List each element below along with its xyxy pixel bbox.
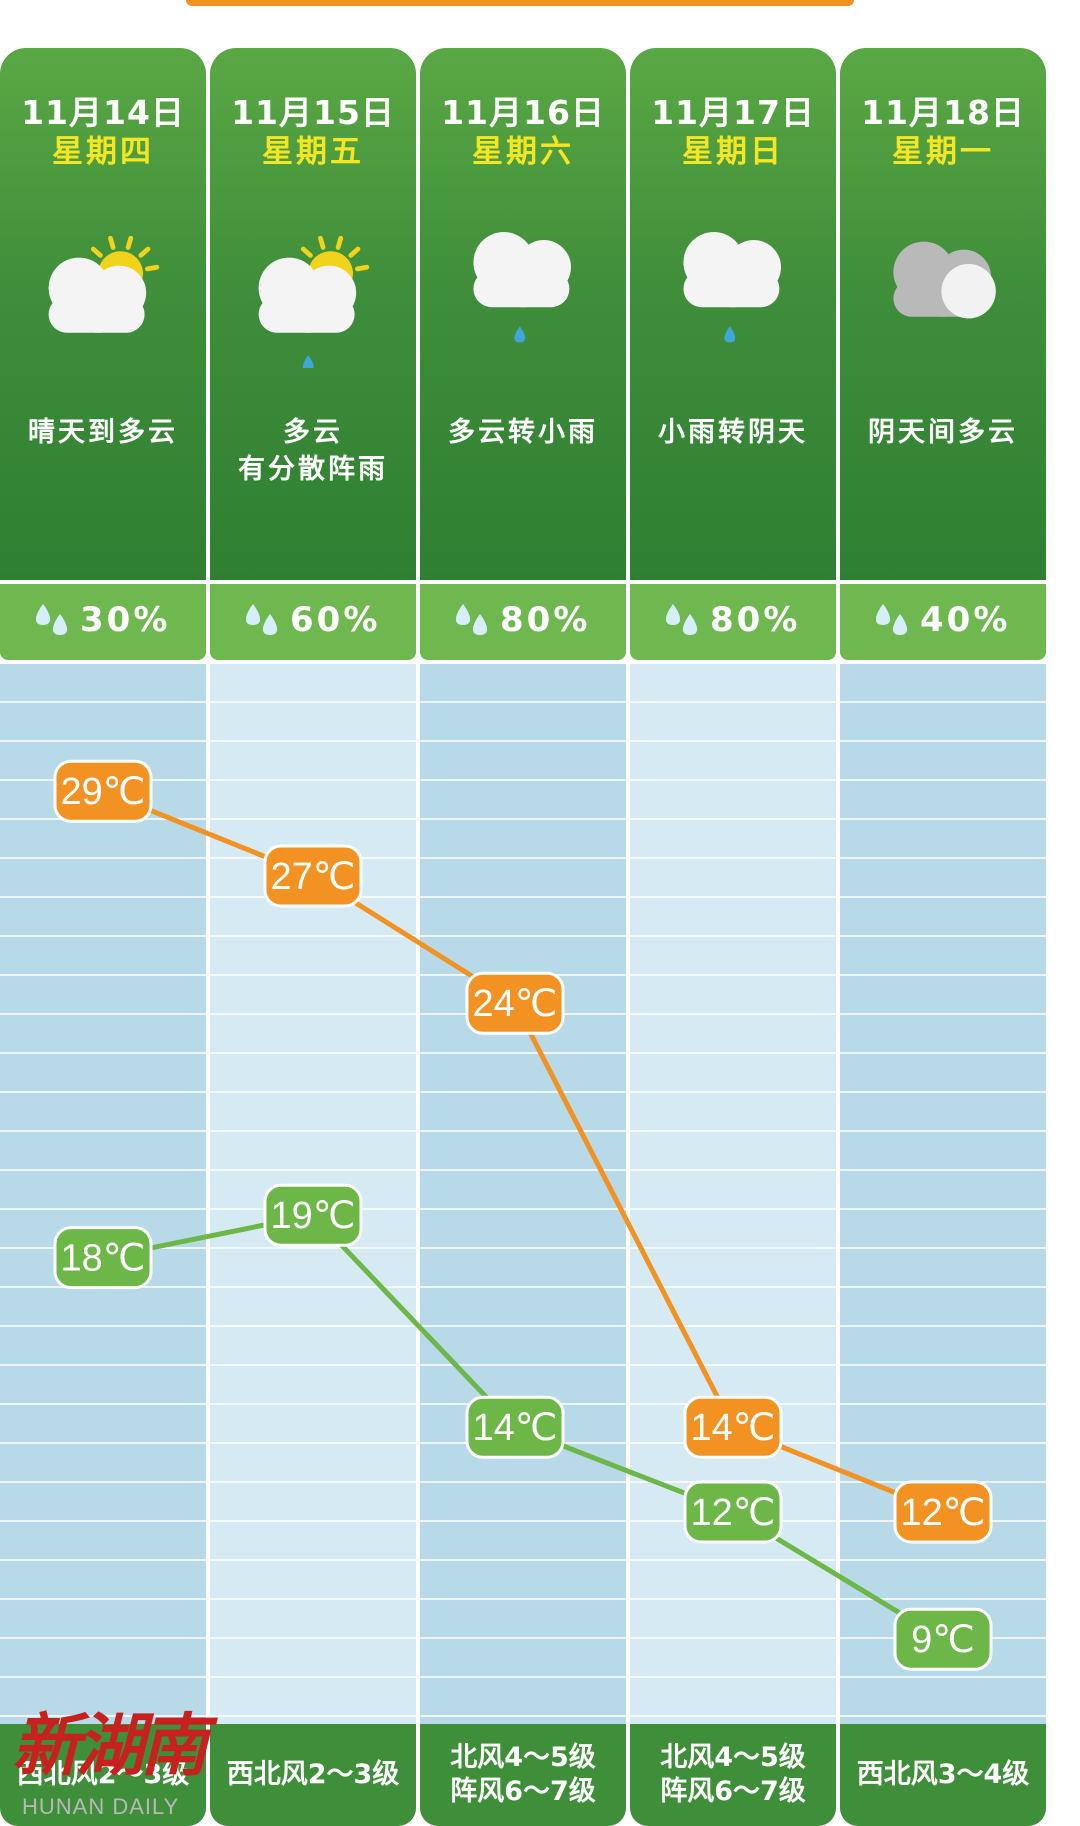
- data-point: 14℃: [683, 1395, 783, 1459]
- raindrop-icon: [875, 604, 908, 635]
- watermark-logo: 新湖南: [12, 1706, 208, 1786]
- cloud-rain-icon: [473, 232, 571, 343]
- day-weekday: 星期一: [892, 134, 994, 170]
- wind-info: 北风4～5级 阵风6～7级: [630, 1724, 836, 1826]
- data-label: 12℃: [901, 1492, 986, 1534]
- top-accent-bar: [186, 0, 854, 6]
- wind-info: 西北风2～3级: [210, 1724, 416, 1826]
- day-header: 11月17日 星期日小雨转阴天: [630, 48, 836, 580]
- day-date: 11月14日: [21, 93, 185, 132]
- data-point-badge: [893, 1480, 993, 1544]
- data-point-badge: [263, 844, 363, 908]
- day-header: 11月15日 星期五多云有分散阵雨: [210, 48, 416, 580]
- sun-cloud-icon: [48, 235, 160, 333]
- data-label: 14℃: [691, 1407, 776, 1449]
- data-point: 19℃: [263, 1183, 363, 1247]
- data-label: 9℃: [911, 1619, 975, 1661]
- day-date: 11月16日: [441, 93, 605, 132]
- data-point: 27℃: [263, 844, 363, 908]
- raindrop-icon: [35, 604, 68, 635]
- data-label: 19℃: [271, 1195, 356, 1237]
- wind-info: 西北风2～3级: [0, 1724, 206, 1826]
- data-label: 24℃: [473, 983, 558, 1025]
- data-point-badge: [263, 1183, 363, 1247]
- day-weekday: 星期六: [472, 134, 574, 170]
- wind-line: 西北风2～3级: [226, 1759, 400, 1790]
- watermark: 新湖南 HUNAN DAILY: [8, 1690, 218, 1826]
- data-point-badge: [683, 1480, 783, 1544]
- rain-chance-value: 30%: [80, 600, 171, 640]
- data-point: 24℃: [465, 971, 565, 1035]
- rain-chance-bar: 80%: [420, 584, 626, 660]
- day-header: 11月14日 星期四晴天到多云: [0, 48, 206, 580]
- condition-line: 有分散阵雨: [238, 454, 388, 485]
- wind-line: 阵风6～7级: [660, 1776, 806, 1807]
- data-point-badge: [53, 759, 153, 823]
- day-header: 11月16日 星期六多云转小雨: [420, 48, 626, 580]
- condition-line: 多云: [283, 417, 343, 448]
- data-point: 29℃: [53, 759, 153, 823]
- day-date: 11月15日: [231, 93, 395, 132]
- rain-chance-value: 60%: [290, 600, 381, 640]
- data-point-badge: [53, 1226, 153, 1290]
- data-point-badge: [893, 1607, 993, 1671]
- wind-line: 北风4～5级: [660, 1742, 806, 1773]
- condition-line: 多云转小雨: [448, 417, 598, 448]
- day-weekday: 星期日: [682, 134, 784, 170]
- day-date: 11月17日: [651, 93, 815, 132]
- rain-chance-bar: 40%: [840, 584, 1046, 660]
- wind-info: 北风4～5级 阵风6～7级: [420, 1724, 626, 1826]
- data-label: 12℃: [691, 1492, 776, 1534]
- data-point-badge: [465, 971, 565, 1035]
- wind-line: 阵风6～7级: [450, 1776, 596, 1807]
- data-label: 29℃: [61, 771, 146, 813]
- raindrop-icon: [665, 604, 698, 635]
- data-label: 18℃: [61, 1238, 146, 1280]
- plot-column: [420, 664, 626, 1724]
- raindrop-icon: [245, 604, 278, 635]
- plot-column: [840, 664, 1046, 1724]
- rain-chance-bar: 30%: [0, 584, 206, 660]
- wind-line: 西北风3～4级: [856, 1759, 1030, 1790]
- day-condition: 阴天间多云: [840, 414, 1046, 451]
- rain-chance-bar: 80%: [630, 584, 836, 660]
- rain-chance-value: 80%: [500, 600, 591, 640]
- overcast-cloud-icon: [893, 241, 996, 319]
- data-point: 18℃: [53, 1226, 153, 1290]
- plot-column: [630, 664, 836, 1724]
- day-condition: 晴天到多云: [0, 414, 206, 451]
- wind-line: 北风4～5级: [450, 1742, 596, 1773]
- condition-line: 晴天到多云: [28, 417, 178, 448]
- data-point: 12℃: [683, 1480, 783, 1544]
- day-header: 11月18日 星期一阴天间多云: [840, 48, 1046, 580]
- day-weekday: 星期五: [262, 134, 364, 170]
- day-condition: 多云转小雨: [420, 414, 626, 451]
- rain-chance-value: 40%: [920, 600, 1011, 640]
- data-point-badge: [465, 1395, 565, 1459]
- raindrop-icon: [455, 604, 488, 635]
- data-point: 9℃: [893, 1607, 993, 1671]
- plot-column: [0, 664, 206, 1724]
- condition-line: 小雨转阴天: [658, 417, 808, 448]
- watermark-subtitle: HUNAN DAILY: [22, 1794, 180, 1819]
- data-label: 27℃: [271, 856, 356, 898]
- condition-line: 阴天间多云: [868, 417, 1018, 448]
- day-condition: 小雨转阴天: [630, 414, 836, 451]
- data-point: 12℃: [893, 1480, 993, 1544]
- data-label: 14℃: [473, 1407, 558, 1449]
- wind-line: 西北风2～3级: [16, 1759, 190, 1790]
- day-condition: 多云 有分散阵雨: [210, 414, 416, 488]
- rain-chance-bar: 60%: [210, 584, 416, 660]
- data-point-badge: [683, 1395, 783, 1459]
- day-date: 11月18日: [861, 93, 1025, 132]
- day-weekday: 星期四: [52, 134, 154, 170]
- wind-info: 西北风3～4级: [840, 1724, 1046, 1826]
- sun-cloud-rain-icon: [258, 235, 370, 368]
- rain-chance-value: 80%: [710, 600, 801, 640]
- data-point: 14℃: [465, 1395, 565, 1459]
- cloud-rain-icon: [683, 232, 781, 343]
